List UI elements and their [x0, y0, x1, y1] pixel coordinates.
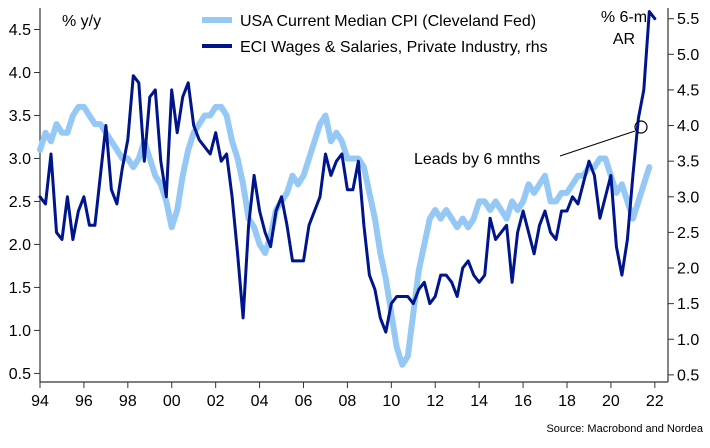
x-tick-label: 94	[31, 393, 49, 410]
right-y-tick-label: 1.5	[677, 296, 699, 313]
right-y-tick-label: 5.0	[677, 47, 699, 64]
right-y-ticks: 0.5 1.0 1.5 2.0 2.5 3.0 3.5 4.0 4.5 5.0 5.5	[668, 11, 699, 384]
annotation-leader-line	[559, 130, 636, 157]
left-y-tick-label: 1.5	[9, 280, 31, 297]
x-tick-label: 14	[470, 393, 488, 410]
left-y-tick-label: 3.5	[9, 108, 31, 125]
x-tick-label: 98	[119, 393, 137, 410]
right-y-tick-label: 5.5	[677, 11, 699, 28]
x-tick-label: 20	[602, 393, 620, 410]
x-tick-label: 08	[339, 393, 357, 410]
annotation-text: Leads by 6 mnths	[414, 151, 540, 168]
right-y-tick-label: 2.5	[677, 225, 699, 242]
series-line-median-cpi	[37, 103, 653, 368]
x-tick-label: 06	[295, 393, 313, 410]
right-y-tick-label: 3.0	[677, 189, 699, 206]
source-note: Source: Macrobond and Nordea	[546, 423, 703, 435]
left-y-tick-label: 2.0	[9, 237, 31, 254]
left-y-tick-label: 3.0	[9, 151, 31, 168]
x-tick-label: 00	[163, 393, 181, 410]
x-ticks: 94 96 98 00 02 04 06 08 10 12 14 16 18 20 22	[31, 382, 664, 410]
right-y-tick-label: 4.0	[677, 118, 699, 135]
lead-annotation: Leads by 6 mnths	[414, 120, 648, 168]
right-y-tick-label: 1.0	[677, 332, 699, 349]
left-y-tick-label: 4.5	[9, 22, 31, 39]
series-line-eci-wages	[38, 10, 657, 334]
right-y-tick-label: 2.0	[677, 261, 699, 278]
x-tick-label: 96	[75, 393, 93, 410]
left-y-ticks: 0.5 1.0 1.5 2.0 2.5 3.0 3.5 4.0 4.5	[9, 22, 40, 383]
x-tick-label: 04	[251, 393, 269, 410]
right-y-tick-label: 4.5	[677, 82, 699, 99]
left-y-tick-label: 1.0	[9, 323, 31, 340]
legend: USA Current Median CPI (Cleveland Fed) E…	[202, 13, 548, 56]
x-tick-label: 18	[558, 393, 576, 410]
left-y-tick-label: 2.5	[9, 194, 31, 211]
x-tick-label: 16	[514, 393, 532, 410]
annotation-marker-circle	[634, 120, 648, 134]
x-tick-label: 02	[207, 393, 225, 410]
legend-label-cpi: USA Current Median CPI (Cleveland Fed)	[240, 13, 536, 30]
right-axis-unit-label-line1: % 6-m	[601, 9, 647, 26]
x-tick-label: 22	[646, 393, 664, 410]
left-y-tick-label: 0.5	[9, 366, 31, 383]
series-lines	[37, 10, 657, 368]
left-axis-unit-label: % y/y	[62, 13, 101, 30]
right-y-tick-label: 0.5	[677, 367, 699, 384]
right-y-tick-label: 3.5	[677, 154, 699, 171]
right-axis-unit-label-line2: AR	[613, 31, 635, 48]
x-tick-label: 12	[426, 393, 444, 410]
x-tick-label: 10	[382, 393, 400, 410]
left-y-tick-label: 4.0	[9, 65, 31, 82]
legend-label-eci: ECI Wages & Salaries, Private Industry, …	[240, 39, 548, 56]
